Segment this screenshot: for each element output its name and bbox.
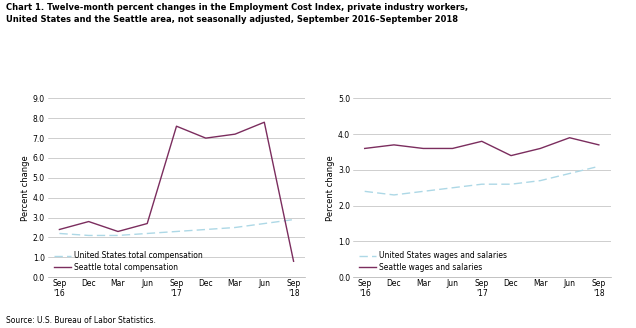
Seattle wages and salaries [566,136,574,140]
United States total compensation [232,226,239,230]
Seattle total compensation [261,120,268,124]
Legend: United States total compensation, Seattle total compensation: United States total compensation, Seattl… [54,251,203,272]
United States wages and salaries [390,193,398,197]
Seattle wages and salaries [595,143,603,147]
Y-axis label: Percent change: Percent change [21,155,30,221]
United States wages and salaries [361,189,368,193]
United States total compensation [143,232,151,236]
Seattle wages and salaries [537,147,544,151]
Line: Seattle total compensation: Seattle total compensation [59,122,294,261]
United States total compensation [173,230,181,234]
Seattle total compensation [143,222,151,226]
United States wages and salaries [595,164,603,168]
United States wages and salaries [537,179,544,183]
Seattle total compensation [202,136,210,140]
United States total compensation [290,217,298,221]
United States wages and salaries [419,189,427,193]
United States total compensation [202,228,210,232]
Seattle wages and salaries [508,154,515,157]
Seattle total compensation [290,259,298,263]
United States total compensation [55,232,63,236]
Seattle total compensation [232,132,239,136]
Text: Source: U.S. Bureau of Labor Statistics.: Source: U.S. Bureau of Labor Statistics. [6,316,156,325]
United States wages and salaries [448,186,456,190]
Text: Chart 1. Twelve-month percent changes in the Employment Cost Index, private indu: Chart 1. Twelve-month percent changes in… [6,3,469,24]
United States wages and salaries [508,182,515,186]
Seattle total compensation [114,230,121,234]
Seattle total compensation [55,228,63,232]
Line: United States total compensation: United States total compensation [59,219,294,236]
United States wages and salaries [566,172,574,175]
United States total compensation [261,222,268,226]
Line: Seattle wages and salaries: Seattle wages and salaries [364,138,599,155]
United States total compensation [85,234,92,237]
Seattle total compensation [85,219,92,223]
Legend: United States wages and salaries, Seattle wages and salaries: United States wages and salaries, Seattl… [359,251,508,272]
Seattle wages and salaries [419,147,427,151]
Line: United States wages and salaries: United States wages and salaries [364,166,599,195]
United States wages and salaries [478,182,486,186]
Seattle wages and salaries [390,143,398,147]
Seattle wages and salaries [478,139,486,143]
Seattle total compensation [173,124,181,128]
Seattle wages and salaries [361,147,368,151]
Y-axis label: Percent change: Percent change [326,155,335,221]
Seattle wages and salaries [448,147,456,151]
United States total compensation [114,234,121,237]
